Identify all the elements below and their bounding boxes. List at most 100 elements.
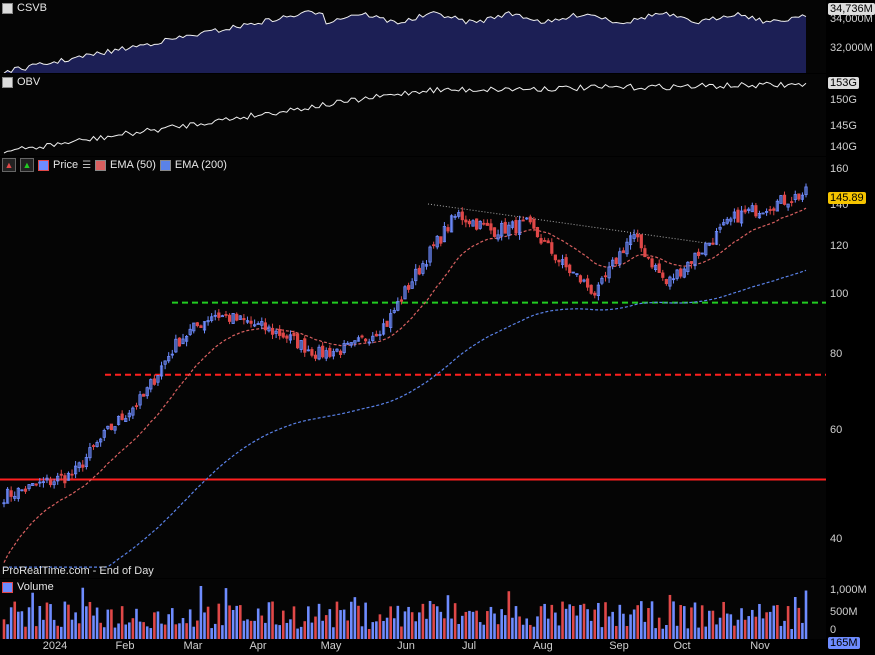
- volume-bar: [478, 622, 482, 639]
- volume-bar: [192, 626, 196, 639]
- volume-bar: [772, 605, 776, 639]
- price-color-swatch[interactable]: [38, 159, 49, 171]
- candle-body: [328, 347, 332, 357]
- obv-axis: 153G 150G 145G 140G: [826, 74, 875, 156]
- candle-body: [467, 220, 472, 225]
- candle-body: [492, 227, 497, 237]
- candle-body: [310, 349, 314, 356]
- candle-body: [202, 321, 207, 331]
- candle-body: [593, 292, 597, 296]
- price-tick: 120: [830, 240, 849, 252]
- candle-body: [600, 277, 604, 284]
- volume-bar: [160, 623, 163, 639]
- add-indicator-icon[interactable]: ▲: [20, 158, 34, 172]
- obv-color-swatch[interactable]: [2, 76, 13, 88]
- x-axis-label: 2024: [42, 640, 68, 652]
- volume-tick: 500M: [830, 606, 858, 618]
- volume-bar: [264, 622, 267, 639]
- candle-body: [292, 332, 296, 337]
- candle-body: [621, 250, 626, 254]
- volume-bar: [622, 613, 625, 639]
- remove-indicator-icon[interactable]: ▲: [2, 158, 16, 172]
- candle-body: [106, 425, 110, 429]
- volume-bar: [446, 595, 450, 639]
- volume-bar: [9, 607, 13, 639]
- candle-body: [614, 257, 618, 265]
- candle-body: [324, 350, 328, 359]
- candle-body: [278, 329, 282, 336]
- volume-last-value: 165M: [828, 637, 860, 649]
- volume-bar: [156, 611, 160, 639]
- volume-bar: [346, 620, 350, 639]
- candle-body: [134, 405, 139, 408]
- volume-bar: [203, 612, 206, 639]
- candle-body: [267, 326, 271, 332]
- volume-bar: [85, 606, 88, 639]
- volume-bar: [13, 601, 17, 639]
- volume-bar: [443, 618, 446, 639]
- candle-body: [800, 194, 805, 200]
- volume-bar: [672, 601, 675, 639]
- candle-body: [181, 338, 185, 345]
- candle-body: [410, 281, 414, 289]
- candle-body: [797, 193, 801, 200]
- candle-body: [521, 219, 525, 222]
- price-tick: 100: [830, 288, 849, 300]
- candle-body: [775, 200, 779, 212]
- volume-bar: [554, 612, 557, 639]
- candle-body: [725, 218, 729, 224]
- candle-body: [217, 312, 221, 318]
- candle-body: [442, 226, 446, 243]
- volume-bar: [113, 627, 117, 639]
- candle-body: [500, 223, 504, 237]
- volume-bar: [718, 617, 722, 639]
- volume-bar: [464, 611, 468, 639]
- candle-body: [464, 219, 468, 223]
- csvb-tick: 32,000M: [830, 42, 873, 54]
- volume-bar: [783, 620, 786, 639]
- volume-bar: [378, 614, 382, 639]
- volume-bar: [786, 606, 790, 639]
- candle-body: [127, 412, 131, 418]
- volume-bar: [697, 627, 700, 639]
- volume-bar: [729, 614, 733, 639]
- volume-bar: [224, 588, 228, 639]
- candle-body: [546, 240, 550, 244]
- candle-body: [9, 490, 13, 497]
- list-icon[interactable]: ☰: [82, 159, 92, 171]
- candle-body: [353, 340, 357, 344]
- volume-bar: [385, 617, 389, 639]
- ema200-color-swatch[interactable]: [159, 159, 171, 171]
- candle-body: [528, 216, 532, 223]
- csvb-color-swatch[interactable]: [2, 2, 13, 14]
- ema50-color-swatch[interactable]: [95, 159, 107, 171]
- volume-bar: [740, 608, 743, 639]
- candle-body: [77, 462, 81, 469]
- x-axis-label: May: [320, 640, 342, 652]
- volume-bar: [722, 601, 725, 639]
- volume-axis: 1,000M 500M 0 165M: [826, 579, 875, 649]
- candle-body: [739, 210, 744, 224]
- volume-bar: [625, 625, 629, 639]
- volume-bar: [357, 605, 360, 639]
- candle-body: [170, 353, 174, 356]
- trend-line-dotted: [427, 203, 721, 246]
- candle-body: [589, 284, 593, 294]
- x-axis-label: Jul: [461, 640, 477, 652]
- candle-body: [707, 242, 711, 246]
- candle-body: [349, 342, 353, 346]
- volume-bar: [99, 622, 102, 639]
- candle-body: [664, 278, 668, 285]
- candle-body: [16, 487, 20, 499]
- candle-body: [571, 271, 575, 274]
- candle-body: [729, 218, 733, 222]
- volume-color-swatch[interactable]: [2, 581, 13, 593]
- volume-bar: [24, 626, 27, 639]
- volume-bar: [797, 607, 801, 639]
- volume-bar: [607, 616, 611, 639]
- obv-tick: 145G: [830, 120, 857, 132]
- volume-bar: [503, 615, 507, 639]
- candle-body: [782, 194, 787, 205]
- candle-body: [48, 478, 53, 486]
- candle-body: [671, 278, 676, 281]
